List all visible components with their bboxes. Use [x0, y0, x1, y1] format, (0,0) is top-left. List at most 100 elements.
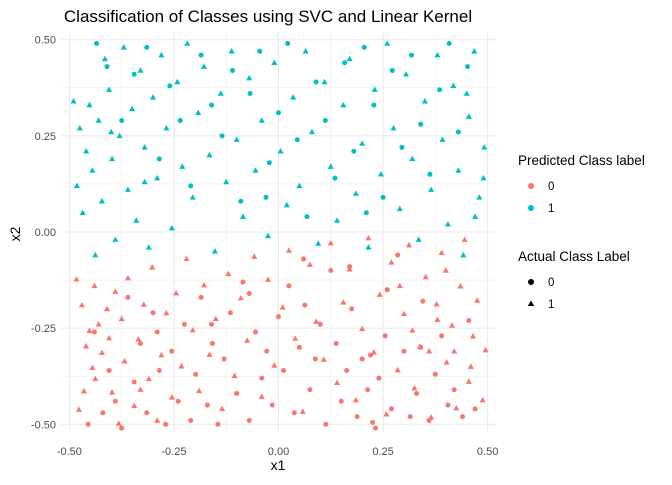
data-point-pred0-actual0 — [420, 298, 426, 304]
legend-swatch-actual-1 — [527, 300, 535, 306]
grid-layer — [61, 32, 496, 432]
data-point-pred1-actual1 — [455, 167, 462, 173]
data-point-pred0-actual1 — [433, 301, 440, 307]
data-point-pred1-actual0 — [209, 102, 215, 108]
data-point-pred1-actual1 — [246, 74, 253, 81]
data-point-pred0-actual0 — [150, 310, 156, 316]
data-point-pred1-actual0 — [465, 64, 471, 70]
data-point-pred0-actual0 — [100, 410, 106, 416]
data-point-pred0-actual0 — [91, 329, 97, 335]
data-point-pred1-actual0 — [276, 110, 281, 116]
data-point-pred1-actual0 — [229, 67, 235, 73]
axes-layer: -0.50 -0.25 0.00 0.25 0.50 -0.50 -0.25 0.00 0.25… — [31, 35, 498, 458]
data-point-pred1-actual0 — [361, 44, 367, 50]
data-point-pred1-actual0 — [294, 137, 300, 143]
data-point-pred0-actual0 — [169, 348, 175, 354]
data-point-pred0-actual1 — [265, 276, 272, 282]
data-point-pred0-actual1 — [121, 358, 128, 364]
data-point-pred0-actual1 — [352, 396, 359, 403]
x-tick-label: 0.25 — [372, 446, 393, 458]
data-point-pred1-actual1 — [396, 205, 403, 212]
data-point-pred0-actual1 — [140, 301, 147, 307]
data-point-pred0-actual1 — [95, 321, 102, 327]
data-point-pred1-actual1 — [133, 217, 140, 223]
data-point-pred1-actual0 — [322, 117, 328, 123]
data-point-pred1-actual0 — [285, 41, 291, 47]
data-point-pred1-actual1 — [315, 240, 322, 246]
data-point-pred0-actual0 — [395, 252, 401, 258]
data-point-pred0-actual1 — [438, 249, 445, 256]
data-point-pred0-actual1 — [461, 236, 468, 242]
x-tick-label: 0.50 — [477, 446, 498, 458]
data-point-pred1-actual1 — [108, 128, 115, 135]
data-point-pred0-actual0 — [175, 398, 181, 404]
data-point-pred0-actual1 — [449, 322, 456, 328]
data-point-pred0-actual0 — [317, 321, 323, 327]
data-point-pred0-actual1 — [108, 389, 116, 395]
data-point-pred1-actual1 — [377, 171, 385, 177]
data-point-pred0-actual1 — [376, 291, 383, 297]
data-point-pred1-actual0 — [167, 83, 173, 89]
data-point-pred0-actual0 — [125, 294, 131, 300]
data-point-pred1-actual1 — [290, 94, 297, 100]
data-point-pred1-actual1 — [340, 101, 347, 108]
data-point-pred1-actual1 — [154, 174, 161, 181]
y-axis-title: x2 — [7, 226, 23, 241]
data-point-pred0-actual0 — [269, 402, 275, 408]
data-point-pred1-actual1 — [444, 221, 451, 227]
data-point-pred0-actual0 — [382, 333, 388, 339]
data-point-pred1-actual1 — [79, 209, 86, 216]
data-point-pred1-actual0 — [257, 48, 263, 54]
data-point-pred0-actual1 — [118, 315, 125, 322]
data-point-pred0-actual0 — [246, 417, 252, 423]
data-point-pred0-actual0 — [234, 391, 240, 397]
data-point-pred1-actual1 — [189, 194, 196, 200]
legend-label-pred-1: 1 — [548, 203, 554, 215]
data-point-pred1-actual1 — [129, 105, 136, 112]
data-point-pred1-actual1 — [265, 232, 272, 239]
data-point-pred0-actual1 — [244, 337, 251, 343]
data-point-pred0-actual0 — [365, 387, 371, 393]
data-point-pred0-actual1 — [469, 333, 477, 339]
data-point-pred1-actual0 — [177, 117, 183, 123]
data-point-pred0-actual1 — [75, 406, 83, 412]
data-point-pred0-actual0 — [439, 333, 445, 339]
data-point-pred0-actual1 — [422, 273, 429, 280]
data-point-pred1-actual1 — [409, 155, 416, 162]
data-point-pred0-actual0 — [460, 414, 466, 420]
data-point-pred0-actual0 — [312, 356, 318, 362]
data-point-pred1-actual0 — [342, 60, 348, 66]
data-point-pred1-actual1 — [296, 182, 303, 189]
y-tick-label: -0.25 — [31, 323, 56, 335]
data-point-pred1-actual1 — [95, 117, 102, 123]
data-point-pred1-actual1 — [145, 244, 152, 250]
data-point-pred1-actual0 — [313, 79, 319, 85]
data-point-pred0-actual0 — [137, 341, 143, 347]
data-point-pred0-actual1 — [158, 351, 165, 358]
data-point-pred1-actual1 — [471, 48, 478, 54]
data-point-pred0-actual0 — [368, 352, 374, 358]
data-point-pred0-actual0 — [188, 417, 194, 423]
data-point-pred0-actual1 — [91, 282, 98, 289]
data-point-pred0-actual0 — [451, 387, 457, 393]
data-point-pred0-actual1 — [442, 267, 449, 273]
data-point-pred0-actual1 — [443, 359, 450, 365]
x-axis-title: x1 — [271, 457, 286, 473]
legend-predicted-title: Predicted Class label — [518, 153, 645, 168]
data-point-pred0-actual1 — [124, 274, 131, 281]
data-point-pred1-actual0 — [144, 44, 150, 50]
data-point-pred1-actual1 — [334, 217, 341, 223]
data-point-pred0-actual0 — [388, 406, 394, 412]
x-tick-label: 0.00 — [268, 446, 289, 458]
data-point-pred0-actual0 — [323, 421, 329, 427]
data-point-pred0-actual1 — [285, 247, 292, 253]
data-point-pred0-actual1 — [89, 364, 96, 371]
data-point-pred1-actual1 — [179, 163, 186, 169]
data-point-pred1-actual0 — [363, 210, 369, 216]
data-point-pred1-actual0 — [263, 194, 269, 200]
data-point-pred0-actual1 — [405, 241, 413, 248]
data-point-pred0-actual1 — [396, 282, 403, 289]
data-point-pred1-actual0 — [238, 198, 244, 204]
